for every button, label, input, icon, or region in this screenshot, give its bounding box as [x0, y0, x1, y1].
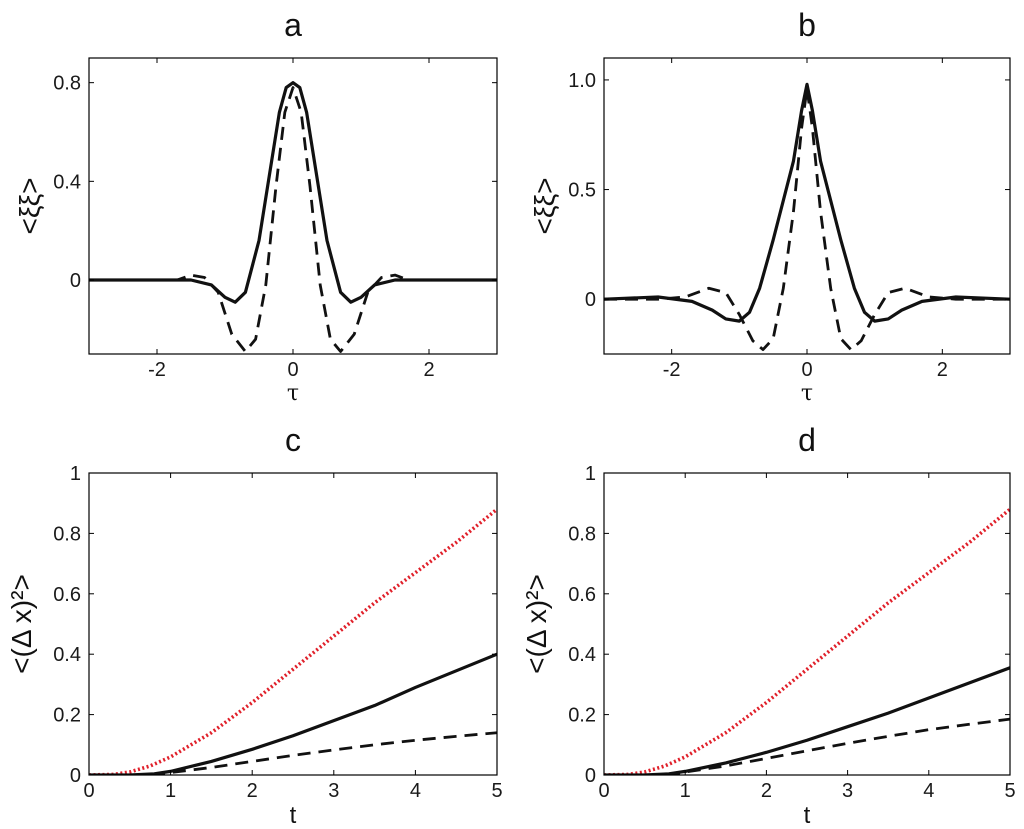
y-axis-label: <(Δ x)²> [521, 574, 552, 674]
series-dashed-line [89, 731, 497, 775]
x-tick-label: 3 [328, 780, 339, 802]
y-tick-label: 0 [70, 765, 81, 787]
panel-title: a [284, 7, 302, 43]
y-axis-label: <ξξ> [529, 177, 560, 234]
series-dashed-line [89, 86, 497, 353]
panel-d: 0 1 2 3 4 5 0 0.2 0.4 0.6 0.8 1 d t <(Δ x)²> [521, 422, 1016, 829]
x-tick-label: 4 [923, 780, 934, 802]
y-tick-label: 0 [70, 270, 81, 292]
x-tick-label: 1 [165, 780, 176, 802]
y-tick-label: 0.5 [568, 180, 596, 202]
y-tick-label: 0 [585, 765, 596, 787]
y-tick-label: 1.0 [568, 70, 596, 92]
x-tick-label: 1 [680, 780, 691, 802]
panel-a: -2 0 2 0 0.4 0.8 a τ <ξξ> [14, 7, 498, 406]
panel-title: d [798, 422, 816, 458]
x-tick-label: 0 [598, 780, 609, 802]
series-solid-line [604, 82, 1010, 323]
panel-b: -2 0 2 0 0.5 1.0 b τ <ξξ> [529, 7, 1011, 406]
y-tick-label: 0.6 [568, 584, 596, 606]
x-tick-label: 2 [937, 359, 948, 381]
axes-box [88, 472, 498, 776]
x-tick-label: 2 [423, 359, 434, 381]
x-axis-label: τ [287, 381, 299, 406]
series-solid-line [89, 652, 497, 775]
x-tick-label: -2 [663, 359, 681, 381]
panel-title: c [285, 422, 301, 458]
y-tick-label: 0.6 [53, 584, 81, 606]
x-tick-label: 3 [842, 780, 853, 802]
y-tick-label: 0.4 [53, 171, 81, 193]
x-axis-label: t [804, 802, 811, 829]
panel-title: b [798, 7, 816, 43]
x-tick-label: 0 [287, 359, 298, 381]
y-tick-label: 0.2 [53, 705, 81, 727]
series-red-dotted-line [604, 507, 1010, 775]
series-dashed-line [604, 87, 1010, 352]
axes-box [603, 472, 1011, 776]
y-tick-label: 0.4 [53, 644, 81, 666]
y-tick-label: 0.8 [53, 73, 81, 95]
x-tick-label: 5 [491, 780, 502, 802]
x-tick-label: 5 [1004, 780, 1015, 802]
series-group [604, 82, 1010, 352]
x-tick-label: -2 [148, 359, 166, 381]
series-group [604, 507, 1010, 775]
x-tick-label: 0 [801, 359, 812, 381]
y-axis-label: <(Δ x)²> [6, 574, 37, 674]
x-axis-label: τ [801, 381, 813, 406]
y-tick-label: 0.8 [568, 523, 596, 545]
x-axis-label: t [290, 802, 297, 829]
x-tick-label: 2 [247, 780, 258, 802]
series-red-dotted-line [89, 507, 497, 775]
y-tick-label: 1 [585, 463, 596, 485]
y-axis-label: <ξξ> [14, 177, 45, 234]
y-tick-label: 1 [70, 463, 81, 485]
y-tick-label: 0.8 [53, 523, 81, 545]
series-solid-line [89, 81, 497, 304]
x-tick-label: 4 [410, 780, 421, 802]
panel-c: 0 1 2 3 4 5 0 0.2 0.4 0.6 0.8 1 c t <(Δ x)²> [6, 422, 503, 829]
axes-box [603, 57, 1011, 355]
series-group [89, 81, 497, 353]
x-tick-label: 2 [761, 780, 772, 802]
series-dashed-line [604, 717, 1010, 775]
axes-box [88, 57, 498, 355]
y-tick-label: 0.2 [568, 705, 596, 727]
y-tick-label: 0 [585, 289, 596, 311]
y-tick-label: 0.4 [568, 644, 596, 666]
series-group [89, 507, 497, 775]
x-tick-label: 0 [83, 780, 94, 802]
series-solid-line [604, 666, 1010, 775]
